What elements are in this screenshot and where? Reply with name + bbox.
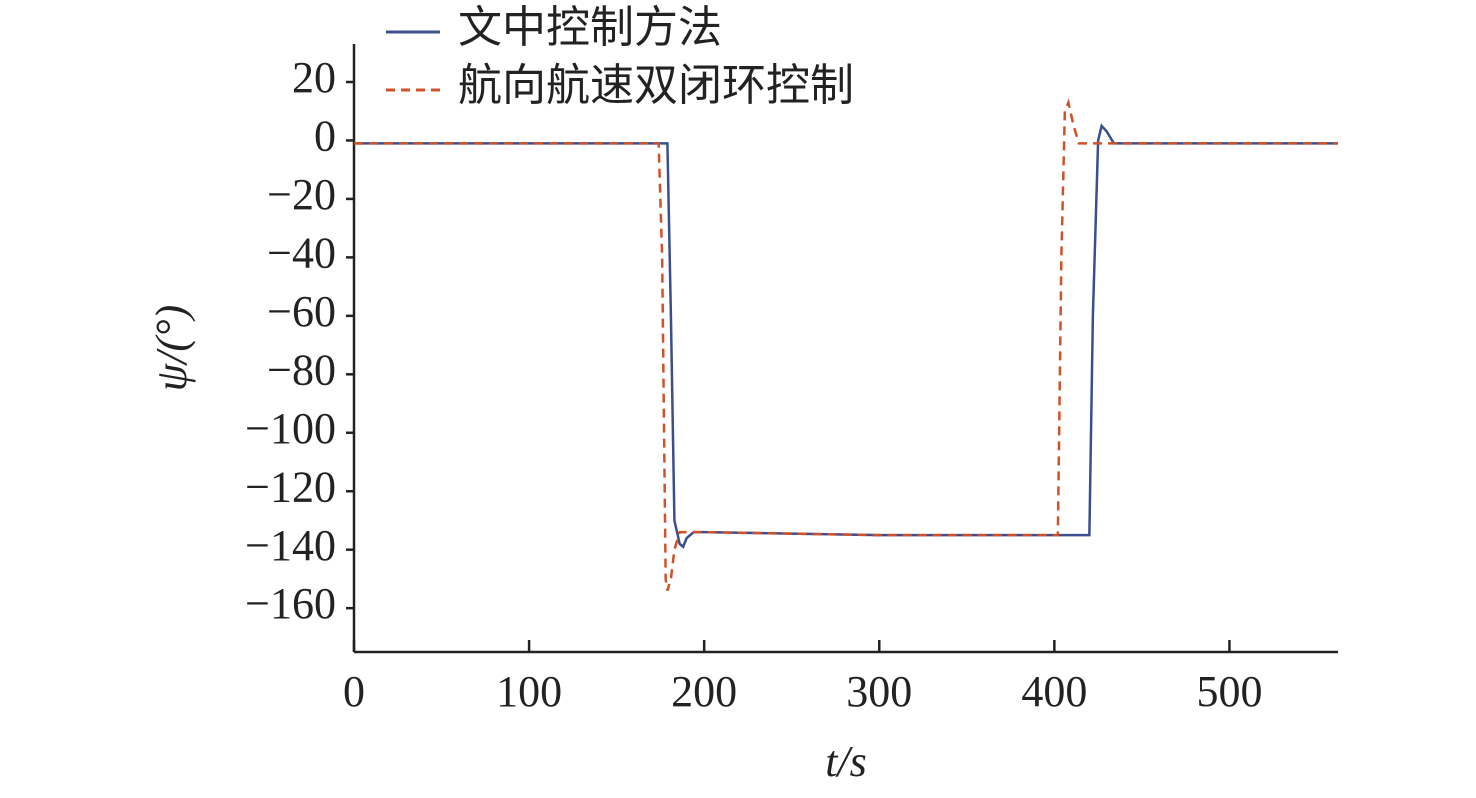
y-tick-label: −100	[245, 404, 336, 453]
x-axis-label: t/s	[825, 737, 867, 786]
legend-label: 文中控制方法	[458, 3, 722, 52]
x-tick-label: 500	[1196, 667, 1262, 716]
x-tick-label: 100	[496, 667, 562, 716]
x-tick-label: 400	[1021, 667, 1087, 716]
y-axis-label: ψ/(°)	[147, 305, 196, 391]
series-line	[354, 123, 1338, 549]
y-tick-label: −60	[267, 287, 336, 336]
y-tick-label: −160	[245, 579, 336, 628]
y-tick-label: −140	[245, 521, 336, 570]
y-tick-label: 20	[292, 53, 336, 102]
series-line	[354, 98, 1338, 591]
x-tick-label: 300	[846, 667, 912, 716]
y-tick-label: −20	[267, 170, 336, 219]
x-tick-label: 200	[671, 667, 737, 716]
legend-label: 航向航速双闭环控制	[458, 61, 854, 110]
y-tick-label: −40	[267, 228, 336, 277]
y-tick-label: −80	[267, 345, 336, 394]
y-tick-label: −120	[245, 462, 336, 511]
x-tick-label: 0	[343, 667, 365, 716]
y-tick-label: 0	[314, 112, 336, 161]
